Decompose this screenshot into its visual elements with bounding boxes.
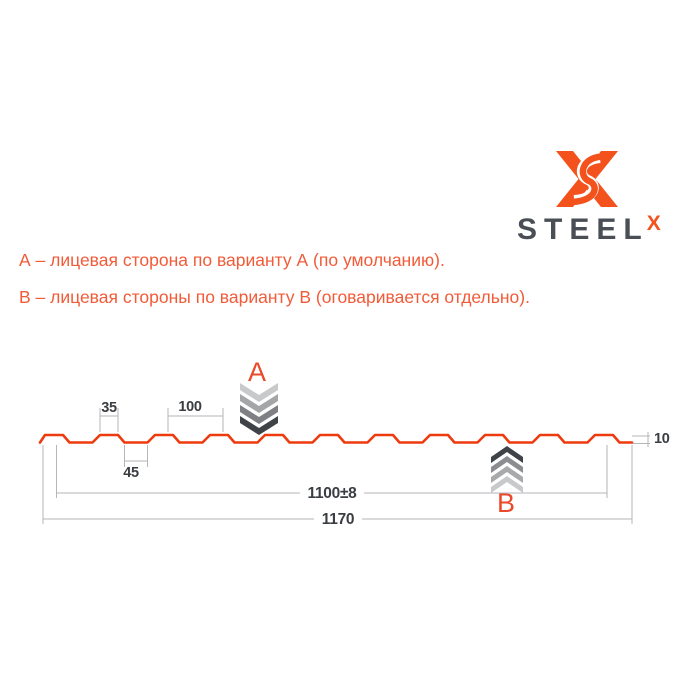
chevron-band — [491, 446, 523, 463]
brand-name: STEEL — [517, 213, 649, 246]
chevron-band — [491, 456, 523, 473]
legend-line-b: В – лицевая стороны по варианту В (огова… — [19, 287, 530, 307]
dim-crest-width: 35 — [101, 400, 117, 416]
logo: STEELX — [514, 151, 700, 245]
chevron-band — [491, 466, 523, 483]
dim-valley-width: 45 — [123, 465, 139, 481]
dimension-lines — [42, 408, 650, 524]
side-a-chevron-icon — [240, 383, 278, 435]
chevron-band — [240, 394, 278, 413]
chevron-band — [240, 416, 278, 435]
chevron-band — [491, 476, 523, 493]
legend-line-a: А – лицевая сторона по варианту А (по ум… — [19, 250, 445, 270]
profile-outline — [38, 433, 634, 444]
side-b-chevron-icon — [491, 446, 523, 493]
dim-overall-width: 1170 — [322, 511, 354, 528]
label-side-b: B — [497, 488, 515, 518]
steelx-x-icon — [556, 151, 618, 207]
label-side-a: A — [248, 357, 266, 387]
dim-height: 10 — [654, 431, 670, 447]
legend: А – лицевая сторона по варианту А (по ум… — [19, 250, 530, 324]
dim-useful-width: 1100±8 — [308, 485, 358, 502]
chevron-band — [240, 405, 278, 424]
brand-suffix: X — [646, 212, 661, 235]
brand-wordmark: STEELX — [514, 212, 700, 246]
logo-s-curve — [571, 153, 603, 206]
chevron-band — [240, 383, 278, 402]
dim-pitch: 100 — [178, 399, 202, 415]
